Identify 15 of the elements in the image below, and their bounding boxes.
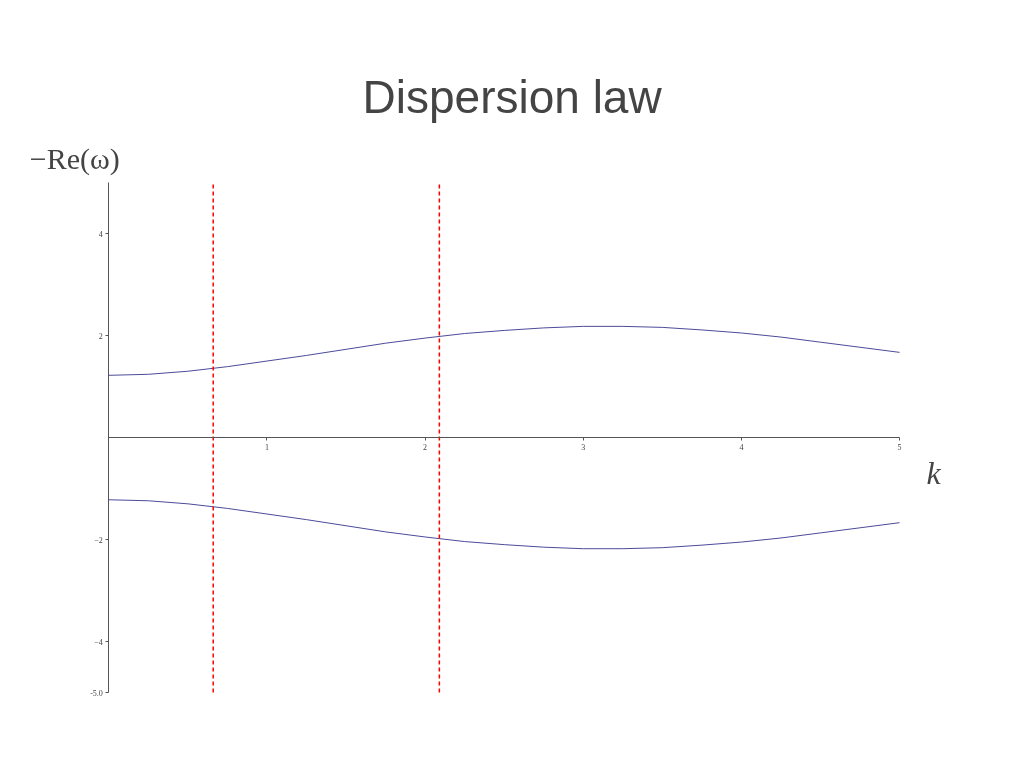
x-axis-title: k [926,454,942,491]
x-tick-label: 1 [264,442,269,452]
line-series [108,499,901,550]
y-axis-title: −Re(ω) [29,142,120,177]
x-tick-label: 4 [739,442,744,452]
chart-title: Dispersion law [362,71,663,124]
x-tick-label: 3 [581,442,586,452]
line-series [108,325,901,376]
y-tick-label: 2 [98,331,103,341]
y-tick-label: −2 [94,535,103,545]
y-tick-label: −4 [94,637,103,647]
x-tick-label: 2 [423,442,428,452]
y-tick-label: 4 [98,229,103,239]
x-tick-label: 5 [897,442,902,452]
y-tick-label: -5.0 [90,688,103,698]
